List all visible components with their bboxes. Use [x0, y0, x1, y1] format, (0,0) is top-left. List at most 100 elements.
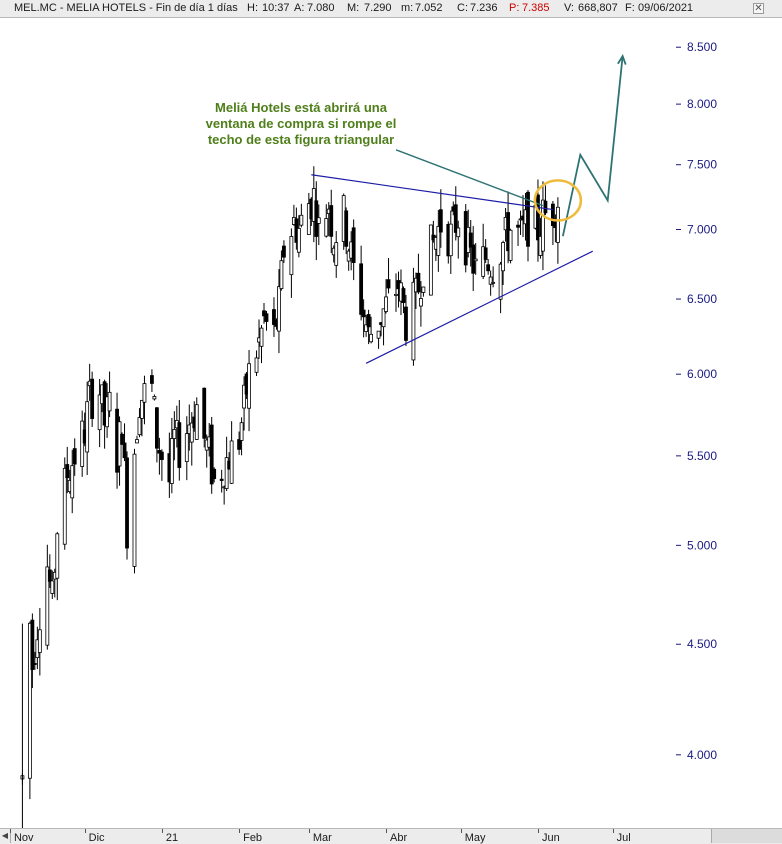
chart-title-bar: MEL.MC - MELIA HOTELS - Fin de día 1 día…: [0, 0, 782, 18]
candle-body: [262, 310, 266, 317]
m-value: 7.290: [364, 2, 392, 14]
y-tick-label: 5.000: [687, 538, 717, 552]
candle-body: [80, 420, 85, 467]
candle-body: [411, 281, 416, 361]
candle-body: [334, 242, 339, 266]
candle-body: [401, 288, 406, 304]
x-tick-label: Feb: [243, 832, 263, 844]
candle-body: [132, 453, 137, 567]
candle-body: [316, 217, 321, 224]
x-tick-label: Dic: [88, 832, 105, 844]
candle-body: [259, 327, 264, 347]
candle-body: [30, 619, 35, 670]
symbol-label: MEL.MC - MELIA HOTELS - Fin de día 1 día…: [14, 2, 238, 14]
candle-body: [416, 272, 421, 293]
candle-body: [70, 465, 75, 499]
projection-arrowhead: [617, 54, 627, 65]
candle-body: [140, 399, 144, 419]
scroll-left-icon[interactable]: ◀: [0, 829, 11, 843]
candle-body: [264, 313, 269, 322]
y-tick-label: 8.500: [687, 40, 717, 54]
y-tick-label: 4.500: [687, 637, 717, 651]
candle-body: [296, 228, 301, 253]
y-tick-label: 7.500: [687, 158, 717, 172]
candle-body: [202, 387, 207, 439]
candle-body: [155, 407, 159, 449]
v-label: V:: [564, 2, 574, 14]
x-tick-label: 21: [165, 832, 179, 844]
candle-body: [516, 224, 520, 228]
h-label: H:: [247, 2, 258, 14]
y-tick-label: 4.000: [687, 748, 717, 762]
candle-body: [172, 429, 177, 439]
x-tick-label: Mar: [312, 832, 332, 844]
x-tick-label: Nov: [13, 832, 34, 844]
candle-body: [105, 396, 109, 428]
candle-body: [536, 194, 540, 241]
candle-body: [555, 206, 560, 243]
projection-path: [561, 55, 624, 237]
candle-body: [212, 468, 217, 480]
f-label: F:: [625, 2, 635, 14]
candle-body: [209, 424, 214, 485]
candle-body: [359, 263, 364, 315]
candle-body: [421, 286, 426, 293]
chart-plot-area: 4.000 4.500 5.000 5.500 6.000 6.500 7.000 7.500…: [20, 40, 717, 828]
y-tick-label: 8.000: [687, 97, 717, 111]
min-label: m:: [401, 2, 414, 14]
p-value: 7.385: [522, 2, 550, 14]
candle-body: [150, 375, 154, 384]
x-tick: [239, 829, 241, 833]
h-value: 10:37: [262, 2, 290, 14]
candle-body: [419, 298, 423, 307]
candle-body: [428, 224, 433, 296]
candle-body: [369, 333, 373, 343]
candle-body: [491, 281, 496, 284]
candle-body: [37, 629, 42, 653]
candle-body: [351, 227, 356, 263]
candle-body: [50, 580, 55, 594]
candle-body: [237, 439, 241, 450]
candle-body: [90, 378, 95, 419]
candle-body: [107, 391, 112, 412]
candle-body: [376, 330, 381, 339]
x-axis[interactable]: ◀ Nov Dic 21 Feb Mar Abr May Jun Jul: [0, 828, 782, 844]
x-tick: [386, 829, 388, 833]
chart-annotation: Meliá Hotels está abrirá una ventana de …: [205, 100, 397, 147]
candle-body: [361, 309, 366, 318]
x-tick-label: May: [464, 832, 486, 844]
candle-body: [239, 422, 244, 441]
p-label: P:: [509, 2, 520, 14]
candle-body: [55, 533, 60, 579]
y-tick-label: 7.000: [687, 222, 717, 236]
candle-body: [152, 396, 157, 400]
candle-body: [344, 210, 349, 247]
x-tick: [9, 829, 11, 833]
x-tick-label: Jul: [616, 832, 631, 844]
x-tick-label: Jun: [541, 832, 560, 844]
candle-body: [47, 569, 52, 582]
a-value: 7.080: [307, 2, 335, 14]
m-label: M:: [347, 2, 360, 14]
candle-body: [45, 566, 50, 646]
candle-body: [277, 286, 281, 332]
f-value: 09/06/2021: [638, 2, 694, 14]
breakout-highlight-circle: [533, 179, 583, 222]
c-value: 7.236: [470, 2, 498, 14]
candle-body: [32, 663, 37, 665]
candle-body: [501, 242, 505, 272]
candle-body: [279, 260, 284, 289]
y-tick-label: 5.500: [687, 449, 717, 463]
close-icon[interactable]: ✕: [753, 3, 764, 14]
triangle-upper-trendline: [311, 174, 553, 211]
x-tick: [537, 829, 539, 833]
candle-body: [394, 293, 398, 296]
candle-body: [62, 467, 67, 545]
candle-body: [65, 464, 70, 479]
y-tick-label: 6.000: [687, 367, 717, 381]
scrollbar-thumb[interactable]: [711, 829, 782, 843]
candle-body: [254, 357, 259, 373]
triangle-lower-trendline: [365, 250, 594, 364]
candle-body: [481, 246, 486, 277]
candle-body: [72, 448, 77, 465]
